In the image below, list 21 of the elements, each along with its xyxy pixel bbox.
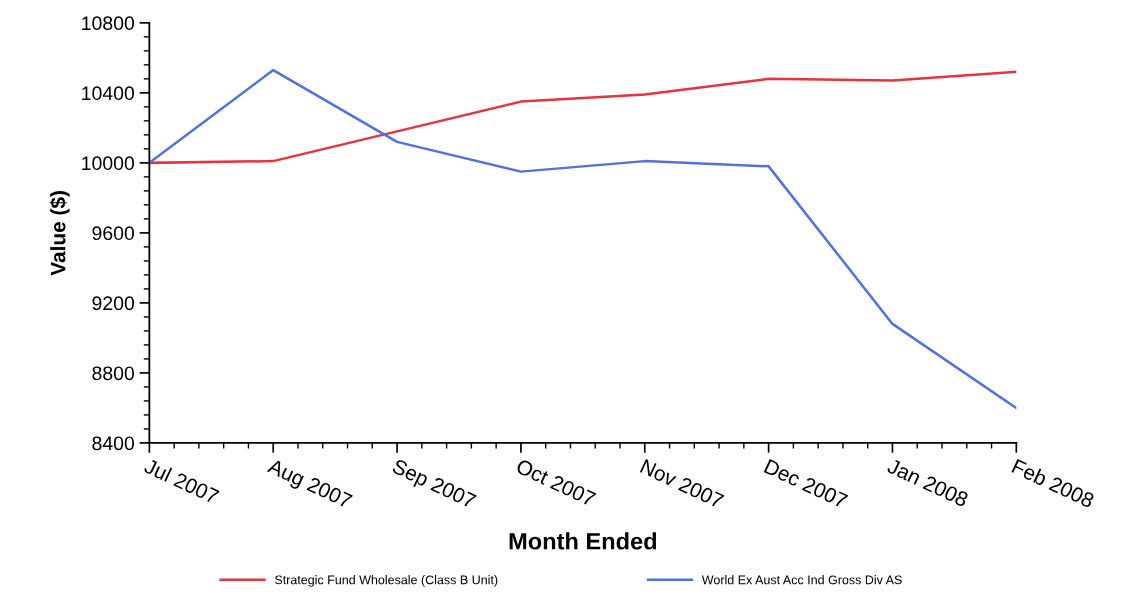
x-tick-label: Jul 2007 [143,457,220,505]
y-tick-label: 9200 [92,296,135,311]
y-tick-label: 10800 [82,16,135,31]
y-tick-label: 10400 [82,86,135,101]
x-tick-label: Jan 2008 [886,458,970,508]
x-tick-label: Nov 2007 [639,458,725,509]
x-tick-label: Oct 2007 [515,458,597,507]
y-tick-label: 10000 [82,156,135,171]
line-series [149,70,1017,165]
line-series [149,68,1017,410]
y-tick-label: 8800 [92,366,135,381]
legend-label: World Ex Aust Acc Ind Gross Div AS [701,575,902,585]
y-tick-label: 8400 [92,436,135,451]
x-axis-title: Month Ended [509,532,657,550]
y-tick-label: 9600 [92,226,135,241]
x-tick-label: Aug 2007 [265,458,353,513]
x-tick-label: Dec 2007 [763,458,849,509]
x-tick-label: Sep 2007 [389,458,477,513]
y-axis-title: Value ($) [49,191,70,276]
x-tick-label: Feb 2008 [1011,458,1096,509]
legend-label: Strategic Fund Wholesale (Class B Unit) [274,575,498,587]
